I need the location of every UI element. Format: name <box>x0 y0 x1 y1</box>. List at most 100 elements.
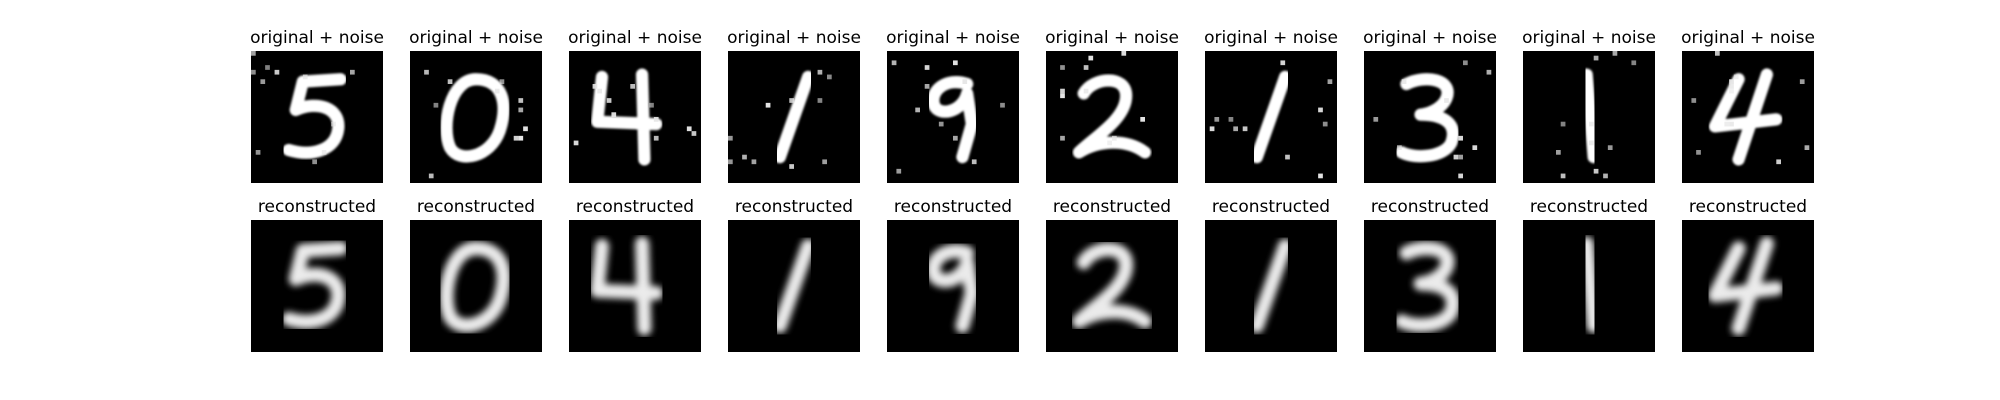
noisy-panel: original + noise <box>409 28 543 198</box>
digit-stroke <box>282 73 347 159</box>
noise-pixel <box>1472 145 1478 150</box>
digit-svg <box>1364 220 1496 352</box>
noise-pixel <box>1458 135 1463 141</box>
reconstructed-panel: reconstructed <box>410 197 542 367</box>
digit-svg <box>1205 220 1337 352</box>
noise-pixel <box>691 131 697 136</box>
digit-stroke <box>1395 73 1460 163</box>
digit-stroke <box>1707 236 1784 336</box>
reconstructed-row: reconstructed reconstructed reconstructed r… <box>0 197 2000 367</box>
panel-title: original + noise <box>1363 28 1497 48</box>
digit-stroke <box>1249 238 1293 334</box>
noise-pixel <box>765 102 771 108</box>
noise-pixel <box>751 159 757 165</box>
noise-pixel <box>1060 88 1065 94</box>
digit-svg <box>1523 220 1655 352</box>
reconstructed-digit-image <box>1523 220 1655 352</box>
noise-pixel <box>1631 60 1637 66</box>
noise-pixel <box>260 79 266 84</box>
noise-pixel <box>302 74 308 80</box>
panel-title: original + noise <box>1522 28 1656 48</box>
panel-title: reconstructed <box>1688 197 1808 217</box>
noise-pixel <box>1603 173 1608 179</box>
noise-pixel <box>611 112 617 117</box>
noise-pixel <box>1401 79 1407 84</box>
noisy-digit-image <box>1682 51 1814 183</box>
panel-title: reconstructed <box>734 197 854 217</box>
noise-pixel <box>924 65 930 70</box>
noise-pixel <box>1397 145 1402 150</box>
noise-pixel <box>1729 84 1734 89</box>
digit-svg <box>728 51 860 183</box>
digit-stroke <box>440 73 510 163</box>
noise-pixel <box>255 150 261 155</box>
digit-stroke <box>772 238 816 334</box>
noisy-digit-image <box>410 51 542 183</box>
reconstructed-digit-image <box>251 220 383 352</box>
digit-svg <box>887 51 1019 183</box>
panel-title: original + noise <box>250 28 384 48</box>
noise-pixel <box>789 164 794 169</box>
noise-pixel <box>1804 145 1810 150</box>
panel-title: original + noise <box>886 28 1020 48</box>
noise-pixel <box>1107 140 1112 146</box>
noise-pixel <box>653 117 659 122</box>
noise-pixel <box>728 135 733 141</box>
noise-pixel <box>1444 98 1449 103</box>
noise-pixel <box>1228 117 1234 122</box>
noisy-row: original + noise original + noise original… <box>0 28 2000 198</box>
noise-pixel <box>518 135 524 141</box>
reconstructed-panel: reconstructed <box>1364 197 1496 367</box>
noise-pixel <box>606 98 612 103</box>
noise-pixel <box>1733 74 1739 80</box>
digit-stroke <box>1394 241 1460 333</box>
noise-pixel <box>827 74 832 80</box>
noise-pixel <box>742 154 747 160</box>
digit-stroke <box>590 236 664 336</box>
noise-pixel <box>251 69 256 75</box>
noise-pixel <box>649 102 654 108</box>
noise-pixel <box>1556 150 1561 155</box>
noise-pixel <box>350 69 355 75</box>
noise-pixel <box>817 98 823 103</box>
noise-pixel <box>1589 121 1594 127</box>
noise-pixel <box>312 159 317 165</box>
noise-pixel <box>1463 60 1468 66</box>
noise-pixel <box>1607 145 1613 150</box>
noisy-digit-image <box>728 51 860 183</box>
noisy-panel: original + noise <box>1522 28 1656 198</box>
noise-pixel <box>1691 98 1697 103</box>
noise-pixel <box>1060 65 1065 70</box>
noise-pixel <box>424 69 429 75</box>
noise-pixel <box>494 88 500 94</box>
noisy-panel: original + noise <box>727 28 861 198</box>
noise-pixel <box>1060 135 1065 141</box>
noise-pixel <box>1729 121 1734 127</box>
panel-title: reconstructed <box>893 197 1013 217</box>
noise-pixel <box>1088 55 1094 61</box>
noise-pixel <box>1729 79 1734 84</box>
noise-pixel <box>1209 126 1215 132</box>
noise-pixel <box>447 79 453 84</box>
noise-pixel <box>896 168 902 174</box>
noise-pixel <box>1140 117 1145 122</box>
digit-svg <box>728 220 860 352</box>
digit-svg <box>569 51 701 183</box>
noise-pixel <box>1458 173 1463 179</box>
reconstructed-digit-image <box>410 220 542 352</box>
noise-pixel <box>1280 60 1286 66</box>
noise-pixel <box>592 84 598 89</box>
digit-stroke <box>1071 242 1153 329</box>
noisy-digit-image <box>569 51 701 183</box>
digit-svg <box>1046 220 1178 352</box>
noisy-panel: original + noise <box>568 28 702 198</box>
noise-pixel <box>1327 79 1333 84</box>
noise-pixel <box>817 69 823 75</box>
panel-title: original + noise <box>727 28 861 48</box>
noise-pixel <box>1486 69 1492 75</box>
noisy-panel: original + noise <box>1045 28 1179 198</box>
noise-pixel <box>1776 159 1781 165</box>
reconstructed-panel: reconstructed <box>1682 197 1814 367</box>
noise-pixel <box>1799 79 1805 84</box>
noise-pixel <box>321 150 327 155</box>
